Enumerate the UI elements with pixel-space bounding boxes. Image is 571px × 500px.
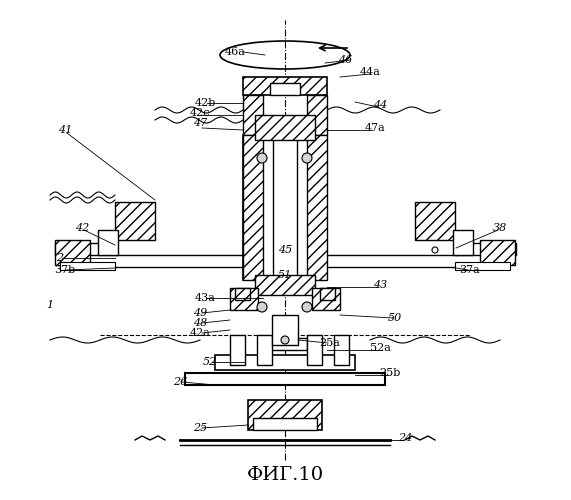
Circle shape xyxy=(257,153,267,163)
Circle shape xyxy=(257,302,267,312)
Circle shape xyxy=(281,336,289,344)
Bar xyxy=(98,230,118,255)
Bar xyxy=(235,288,250,300)
Bar xyxy=(334,335,349,365)
Bar xyxy=(55,240,90,265)
Text: 49: 49 xyxy=(193,308,207,318)
Text: 48: 48 xyxy=(193,318,207,328)
Text: 41: 41 xyxy=(58,125,72,135)
Bar xyxy=(312,288,340,310)
Bar xyxy=(480,240,515,265)
Bar xyxy=(230,288,258,310)
Bar xyxy=(307,95,327,135)
Bar xyxy=(273,125,297,290)
Circle shape xyxy=(302,302,312,312)
Text: 2: 2 xyxy=(57,253,63,263)
Bar xyxy=(185,373,385,385)
Bar xyxy=(255,275,315,295)
Text: 42c: 42c xyxy=(190,108,210,118)
Bar xyxy=(253,418,317,430)
Text: 43a: 43a xyxy=(195,293,215,303)
Bar xyxy=(55,243,115,255)
Bar xyxy=(243,135,263,280)
Bar xyxy=(307,135,327,280)
Bar xyxy=(230,335,245,365)
Text: 46a: 46a xyxy=(224,47,246,57)
Text: 42b: 42b xyxy=(194,98,216,108)
Bar xyxy=(243,135,327,280)
Text: 25b: 25b xyxy=(379,368,401,378)
Bar xyxy=(255,115,315,140)
Text: 51: 51 xyxy=(278,270,292,280)
Bar xyxy=(248,400,322,430)
Bar xyxy=(243,95,263,135)
Text: 52: 52 xyxy=(203,357,217,367)
Circle shape xyxy=(302,153,312,163)
Text: 38: 38 xyxy=(493,223,507,233)
Text: 26: 26 xyxy=(173,377,187,387)
Text: 44a: 44a xyxy=(360,67,380,77)
Bar xyxy=(272,315,298,345)
Bar xyxy=(60,262,115,270)
Bar xyxy=(263,338,307,350)
Bar xyxy=(415,202,455,240)
Bar xyxy=(455,262,510,270)
Text: 25a: 25a xyxy=(320,338,340,348)
Text: 1: 1 xyxy=(46,300,54,310)
Bar xyxy=(243,77,327,95)
Text: ФИГ.10: ФИГ.10 xyxy=(247,466,324,484)
Text: 50: 50 xyxy=(388,313,402,323)
Text: 37b: 37b xyxy=(54,265,75,275)
Text: 52a: 52a xyxy=(369,343,391,353)
Bar xyxy=(320,288,335,300)
Bar xyxy=(115,202,155,240)
Text: 47: 47 xyxy=(193,118,207,128)
Bar xyxy=(453,230,473,255)
Text: 43: 43 xyxy=(373,280,387,290)
Text: 37a: 37a xyxy=(460,265,480,275)
Text: 42a: 42a xyxy=(190,328,211,338)
Text: 44: 44 xyxy=(373,100,387,110)
Bar xyxy=(215,355,355,370)
Text: 45: 45 xyxy=(278,245,292,255)
Bar xyxy=(456,243,516,255)
Text: 42: 42 xyxy=(75,223,89,233)
Text: 24: 24 xyxy=(398,433,412,443)
Bar xyxy=(307,335,322,365)
Text: 47a: 47a xyxy=(365,123,385,133)
Bar xyxy=(257,335,272,365)
Bar xyxy=(270,83,300,95)
Text: 25: 25 xyxy=(193,423,207,433)
Text: 46: 46 xyxy=(338,55,352,65)
